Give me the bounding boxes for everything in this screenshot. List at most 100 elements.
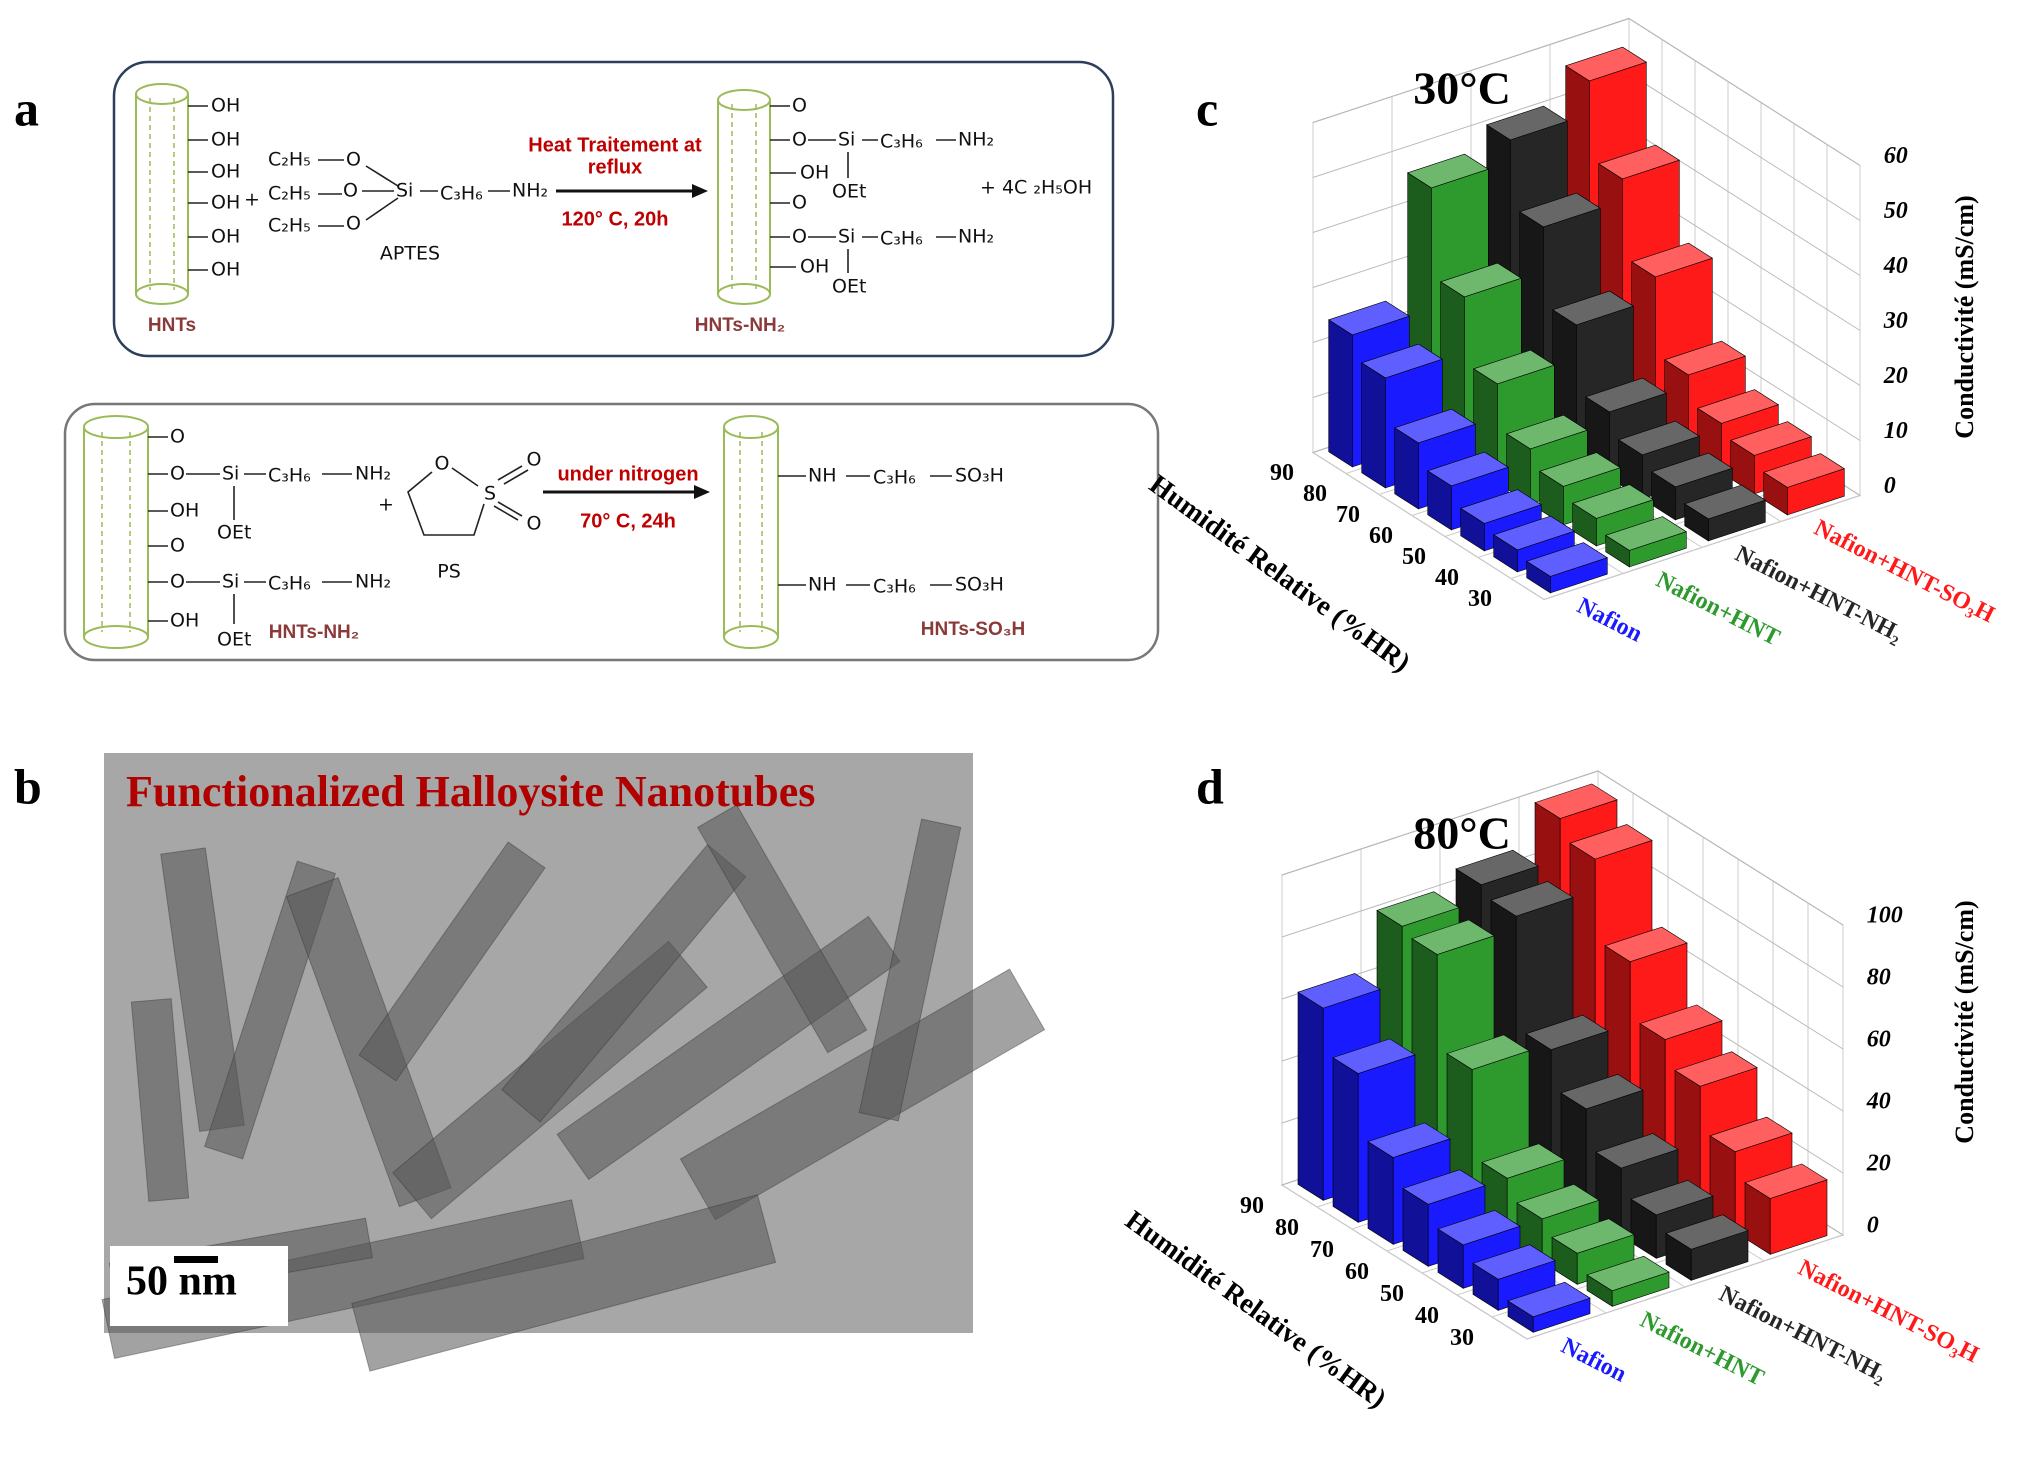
x-tick-label: 50	[1402, 544, 1426, 570]
scheme-text: OH	[170, 500, 199, 522]
scheme-text: Heat Traitement at	[528, 134, 702, 156]
z-tick-label: 50	[1884, 198, 1908, 224]
bar-top	[1437, 1209, 1521, 1246]
bar-side	[1332, 1057, 1359, 1223]
bar-top	[1586, 1255, 1670, 1292]
scheme-text: OH	[211, 226, 240, 248]
bar-top	[1332, 1038, 1416, 1074]
bar-top	[1560, 1073, 1644, 1110]
micrograph	[101, 753, 1046, 1372]
panel-label: d	[1196, 758, 1224, 814]
scheme-text: 120° C, 20h	[562, 208, 669, 230]
scheme-text: O	[170, 571, 185, 593]
scheme-text: NH₂	[355, 571, 391, 593]
bar-top	[1486, 105, 1568, 141]
z-tick-label: 10	[1884, 418, 1908, 444]
nanotube-icon	[83, 415, 149, 649]
micrograph-title: Functionalized Halloysite Nanotubes	[126, 767, 815, 816]
bar-top	[1481, 1143, 1565, 1179]
bar-top	[1526, 542, 1608, 577]
scheme-text: NH	[808, 574, 837, 596]
x-tick-label: 60	[1369, 523, 1393, 549]
bar-top	[1525, 1014, 1609, 1051]
scheme-text: SO₃H	[955, 465, 1004, 487]
bar-top	[1539, 452, 1621, 487]
scheme-text: + 4C ₂H₅OH	[980, 177, 1092, 199]
scheme-text: HNTs-NH₂	[269, 622, 359, 643]
z-axis-title: Conductivité (mS/cm)	[1950, 900, 1979, 1143]
bar-top	[1697, 389, 1779, 424]
bar-top	[1639, 1004, 1723, 1040]
bar-top	[1440, 262, 1522, 298]
x-tick-label: 80	[1275, 1215, 1299, 1241]
bar-top	[1631, 242, 1713, 278]
z-tick-label: 30	[1883, 308, 1908, 334]
bar-top	[1730, 421, 1812, 456]
nanotube-icon	[717, 89, 771, 305]
bar-side	[1328, 319, 1353, 468]
z-axis-title: Conductivité (mS/cm)	[1950, 195, 1979, 438]
x-tick-label: 60	[1345, 1259, 1369, 1285]
x-tick-label: 30	[1450, 1325, 1474, 1351]
scheme-text: OH	[211, 129, 240, 151]
scheme-text: O	[527, 513, 542, 535]
bar-side	[1297, 991, 1324, 1201]
bar-top	[1376, 891, 1460, 927]
z-tick-label: 60	[1867, 1027, 1891, 1053]
scheme-text: NH	[808, 465, 837, 487]
z-tick-label: 40	[1883, 253, 1908, 279]
scheme-text: HNTs-NH₂	[695, 315, 785, 336]
scheme-text: OEt	[217, 629, 251, 651]
bar-top	[1744, 1163, 1828, 1199]
bar-top	[1473, 349, 1555, 385]
scheme-text: NH₂	[512, 180, 548, 202]
scheme-box	[112, 60, 1115, 358]
bar-top	[1455, 849, 1539, 886]
scheme-text: O	[792, 95, 807, 117]
nanotube-icon	[135, 83, 189, 305]
bar-top	[1297, 973, 1381, 1009]
x-tick-label: 40	[1415, 1303, 1439, 1329]
scheme-text: O	[170, 535, 185, 557]
scheme-text: OEt	[217, 522, 251, 544]
bar-top	[1402, 1169, 1486, 1205]
z-tick-label: 20	[1866, 1151, 1891, 1177]
scheme-box	[63, 402, 1160, 662]
scheme-text: C₃H₆	[873, 576, 916, 598]
legend-label: Nafion	[1557, 1333, 1631, 1388]
x-tick-label: 70	[1310, 1237, 1334, 1263]
arrow	[543, 184, 710, 499]
scheme-text: Si	[838, 129, 855, 151]
grid-line	[1281, 770, 1844, 926]
bonds	[148, 105, 956, 624]
scheme-text: C₃H₆	[880, 228, 923, 250]
scheme-text: O	[792, 226, 807, 248]
scheme-text: +	[378, 494, 394, 516]
z-tick-label: 0	[1884, 473, 1896, 499]
scheme-text: C₂H₅	[268, 183, 311, 205]
z-tick-label: 20	[1883, 363, 1908, 389]
bar-top	[1493, 515, 1575, 551]
bar-top	[1604, 926, 1688, 963]
scheme-text: OH	[211, 95, 240, 117]
scheme-text: C₃H₆	[880, 131, 923, 153]
scheme-text: OH	[211, 192, 240, 214]
scheme-text: O	[527, 449, 542, 471]
x-axis-title: Humidité Relative (%HR)	[1119, 1205, 1391, 1415]
bar-top	[1411, 919, 1495, 955]
bar-top	[1361, 343, 1443, 379]
bar-top	[1552, 290, 1634, 326]
scheme-text: C₃H₆	[268, 573, 311, 595]
z-tick-label: 100	[1867, 903, 1903, 929]
z-tick-label: 40	[1866, 1089, 1891, 1115]
bar-top	[1598, 144, 1680, 180]
nanotube-icon	[723, 415, 779, 649]
scheme-text: O	[170, 463, 185, 485]
bar-top	[1516, 1183, 1600, 1220]
scheme-text: Si	[222, 571, 239, 593]
scheme-text: OH	[800, 162, 829, 184]
scheme-text: O	[792, 129, 807, 151]
scheme-text: reflux	[588, 156, 642, 178]
bar-top	[1507, 1281, 1591, 1318]
